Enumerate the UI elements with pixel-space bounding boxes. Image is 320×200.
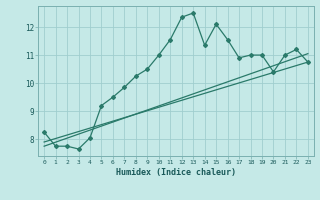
X-axis label: Humidex (Indice chaleur): Humidex (Indice chaleur) (116, 168, 236, 177)
